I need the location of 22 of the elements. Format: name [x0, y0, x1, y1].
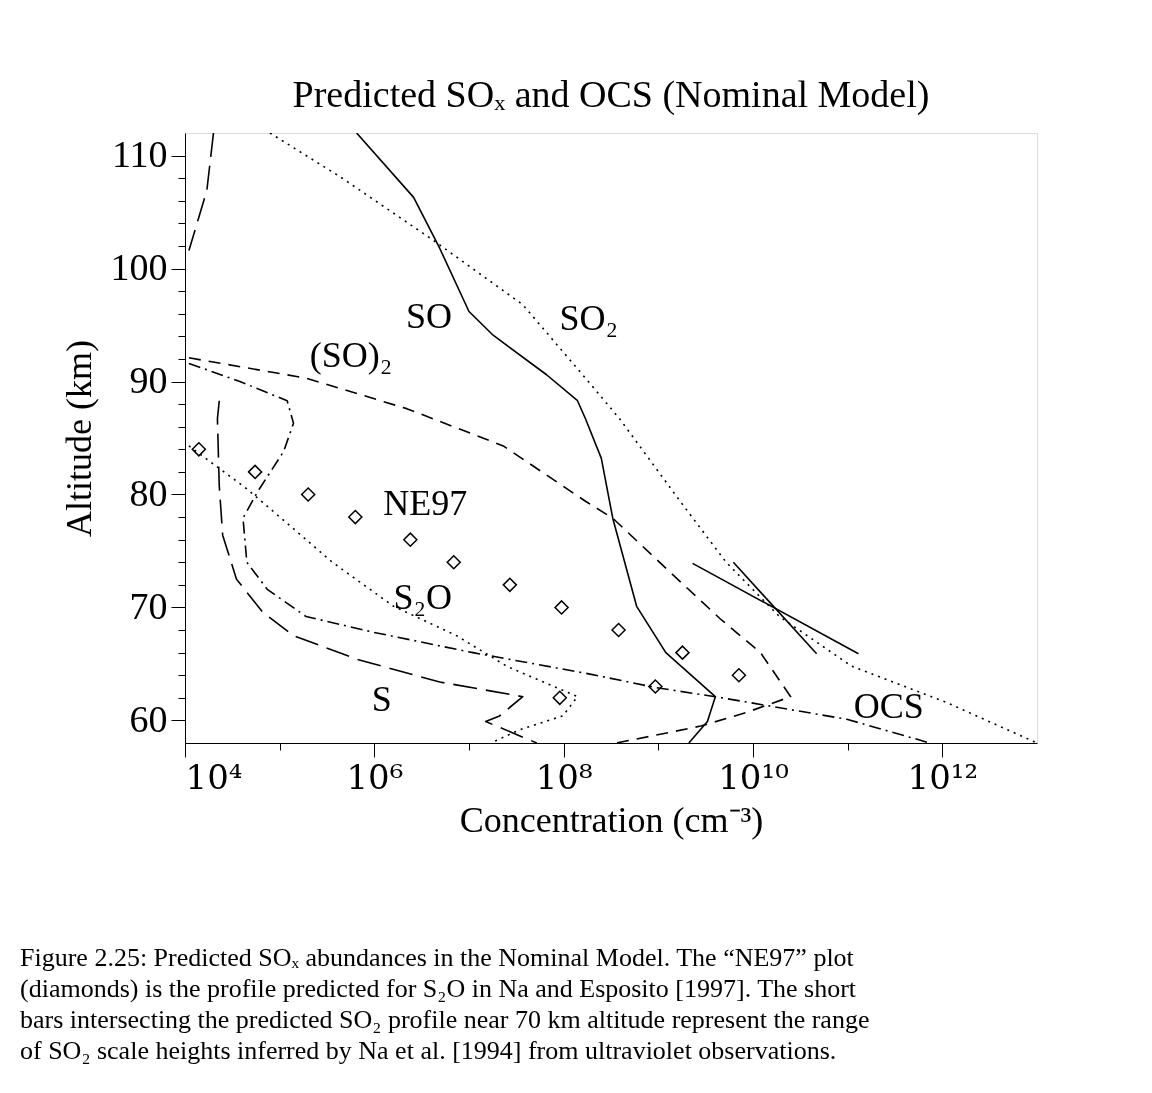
- x-tick-label: 10⁸: [535, 756, 593, 797]
- series-label: SO₂: [559, 297, 619, 338]
- caption: Figure 2.25: Predicted SOₓ abundances in the Nominal Model. The “NE97” plot (diamonds) is the profile predicted for S₂O in Na and Esposito [1997]. The short bars intersecting the predicted SO₂ profile near 70 km altitude represent the range of SO₂ scale heights inferred by Na et al. [1994] from ultraviolet observations.: [20, 943, 870, 1065]
- series-label: SO: [405, 296, 453, 337]
- y-tick-label: 70: [129, 584, 168, 627]
- series-label: (SO)₂: [309, 335, 393, 376]
- series-label: S₂O: [393, 577, 452, 618]
- y-axis-title: Altitude (km): [58, 340, 99, 537]
- series-label: OCS: [853, 686, 924, 727]
- y-tick-label: 90: [129, 359, 168, 402]
- y-tick-label: 60: [129, 697, 168, 740]
- y-tick-label: 100: [110, 246, 168, 289]
- y-tick-label: 80: [129, 471, 168, 514]
- x-tick-label: 10⁴: [185, 756, 243, 797]
- y-tick-label: 110: [111, 133, 168, 176]
- series-label: S: [371, 679, 392, 719]
- x-tick-label: 10¹²: [907, 756, 979, 797]
- x-tick-label: 10¹⁰: [718, 756, 789, 797]
- chart-title: Predicted SOₓ and OCS (Nominal Model): [292, 73, 930, 116]
- x-axis-title: Concentration (cm⁻³): [459, 799, 764, 840]
- series-label: NE97: [383, 483, 468, 524]
- x-tick-label: 10⁶: [346, 756, 404, 797]
